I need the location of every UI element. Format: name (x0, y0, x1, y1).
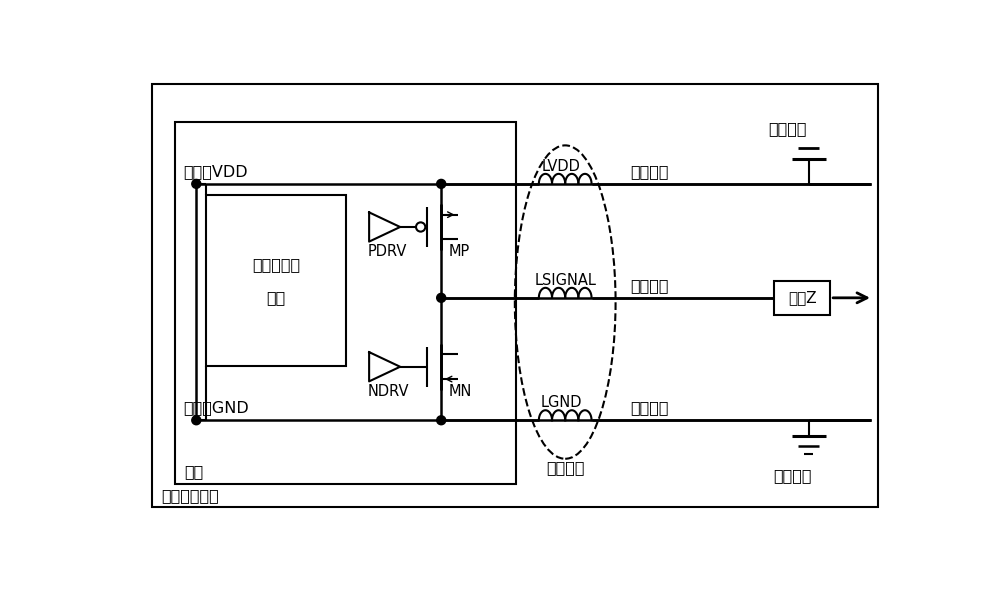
Circle shape (437, 293, 446, 302)
Bar (774, 281, 830, 315)
Circle shape (437, 180, 446, 188)
Text: 芯片内其它: 芯片内其它 (252, 257, 300, 273)
Text: 电路: 电路 (266, 290, 286, 305)
Polygon shape (369, 352, 400, 381)
Text: LSIGNAL: LSIGNAL (534, 273, 596, 288)
Text: 芯片封装管壳: 芯片封装管壳 (161, 488, 219, 502)
Text: 地线管脚: 地线管脚 (630, 401, 669, 416)
Text: 芯片内VDD: 芯片内VDD (183, 164, 248, 179)
Text: LVDD: LVDD (542, 159, 581, 174)
Bar (206, 194, 346, 366)
Polygon shape (369, 213, 400, 241)
Circle shape (192, 416, 201, 425)
Text: NDRV: NDRV (368, 384, 409, 399)
Text: 理想电源: 理想电源 (768, 121, 807, 136)
Text: PDRV: PDRV (368, 244, 407, 259)
Text: 电源管脚: 电源管脚 (630, 164, 669, 179)
Circle shape (416, 223, 425, 231)
Text: 负载Z: 负载Z (788, 290, 817, 305)
Text: 寄生自感: 寄生自感 (546, 460, 584, 475)
Text: 芯片内GND: 芯片内GND (183, 401, 249, 416)
Text: LGND: LGND (541, 395, 582, 410)
Bar (175, 123, 516, 484)
Circle shape (192, 180, 201, 188)
Text: MP: MP (449, 244, 470, 259)
Text: 信号管脚: 信号管脚 (630, 278, 669, 293)
Circle shape (437, 416, 446, 425)
Text: 理想地线: 理想地线 (774, 468, 812, 483)
Text: 芯片: 芯片 (185, 465, 204, 479)
Text: MN: MN (449, 384, 472, 399)
